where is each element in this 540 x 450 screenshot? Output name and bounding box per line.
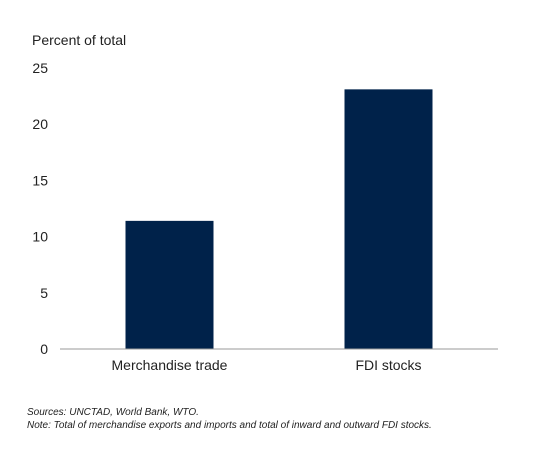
bar — [125, 220, 214, 349]
y-tick-label: 5 — [40, 285, 48, 301]
bar — [344, 89, 433, 349]
y-tick-label: 10 — [32, 229, 48, 245]
y-tick-label: 20 — [32, 116, 48, 132]
x-tick-label: FDI stocks — [355, 357, 421, 373]
y-axis-ticks: 0 5 10 15 20 25 — [32, 60, 48, 357]
bars-group — [125, 89, 433, 349]
sources-note: Sources: UNCTAD, World Bank, WTO. — [27, 407, 199, 418]
x-tick-label: Merchandise trade — [112, 357, 228, 373]
y-tick-label: 15 — [32, 172, 48, 188]
y-tick-label: 0 — [40, 341, 48, 357]
methodology-note: Note: Total of merchandise exports and i… — [27, 420, 432, 431]
footnotes: Sources: UNCTAD, World Bank, WTO. Note: … — [27, 406, 432, 432]
bar-chart: Percent of total 0 5 10 15 20 25 Merchandise … — [32, 32, 498, 373]
y-axis-title: Percent of total — [32, 32, 126, 48]
x-axis-ticks: Merchandise trade FDI stocks — [112, 357, 422, 373]
y-tick-label: 25 — [32, 60, 48, 76]
